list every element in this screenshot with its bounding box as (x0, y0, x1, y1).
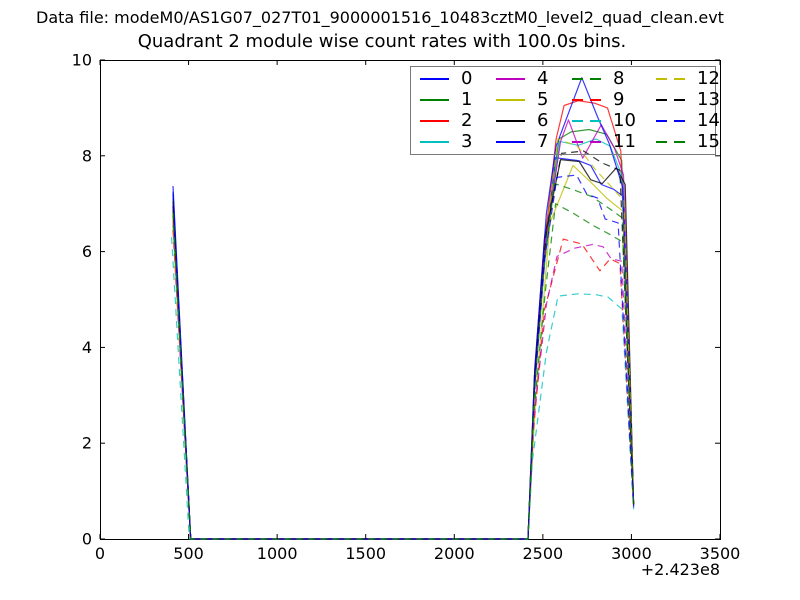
legend-line-sample-icon (496, 99, 525, 102)
legend-line-sample-icon (420, 99, 449, 102)
legend-line-sample-icon (572, 99, 601, 102)
y-tick-label: 6 (82, 242, 92, 261)
y-tick-label: 0 (82, 530, 92, 549)
x-tick-label: 500 (173, 544, 204, 563)
series-line-0 (172, 157, 635, 540)
series-line-10 (171, 237, 635, 540)
legend-entry-14: 14 (656, 111, 720, 132)
legend-label: 2 (461, 109, 473, 131)
legend-line-sample-icon (656, 140, 685, 143)
legend-entry-3: 3 (420, 131, 496, 152)
legend-line-sample-icon (420, 119, 449, 122)
legend-entry-9: 9 (572, 90, 656, 111)
series-line-9 (172, 229, 635, 540)
x-tick-label: 1500 (345, 544, 386, 563)
series-line-4 (172, 119, 635, 540)
series-line-15 (172, 203, 635, 540)
legend-entry-0: 0 (420, 69, 496, 90)
legend-line-sample-icon (420, 78, 449, 81)
legend-entry-8: 8 (572, 69, 656, 90)
legend-entry-2: 2 (420, 111, 496, 132)
legend-entry-15: 15 (656, 131, 720, 152)
legend-line-sample-icon (496, 140, 525, 143)
legend-label: 4 (537, 68, 549, 90)
y-tick-label: 10 (72, 51, 92, 70)
legend: 0 1 2 3 4 5 6 7 8 9 10 11 12 13 14 15 (410, 66, 720, 155)
legend-entry-6: 6 (496, 111, 572, 132)
legend-label: 9 (613, 89, 625, 111)
legend-line-sample-icon (572, 78, 601, 81)
legend-label: 8 (613, 68, 625, 90)
legend-label: 0 (461, 68, 473, 90)
legend-line-sample-icon (656, 99, 685, 102)
legend-label: 6 (537, 109, 549, 131)
y-tick-label: 2 (82, 434, 92, 453)
y-tick-label: 4 (82, 338, 92, 357)
series-line-6 (172, 159, 635, 540)
legend-line-sample-icon (420, 140, 449, 143)
legend-label: 13 (697, 89, 720, 111)
y-tick-label: 8 (82, 146, 92, 165)
legend-label: 3 (461, 130, 473, 152)
x-tick-label: 3500 (700, 544, 741, 563)
series-line-8 (172, 183, 635, 540)
chart-title: Quadrant 2 module wise count rates with … (137, 31, 627, 52)
x-tick-label: 0 (95, 544, 105, 563)
x-tick-label: 1000 (257, 544, 298, 563)
series-line-11 (172, 220, 635, 540)
x-tick-label: 2500 (522, 544, 563, 563)
series-line-12 (172, 138, 635, 540)
x-tick-label: 2000 (434, 544, 475, 563)
series-line-3 (172, 138, 635, 540)
legend-label: 10 (613, 109, 636, 131)
legend-label: 1 (461, 89, 473, 111)
x-tick-label: 3000 (611, 544, 652, 563)
legend-entry-11: 11 (572, 131, 656, 152)
legend-line-sample-icon (656, 119, 685, 122)
data-file-label: Data file: modeM0/AS1G07_027T01_90000015… (36, 8, 724, 27)
legend-label: 5 (537, 89, 549, 111)
legend-entry-12: 12 (656, 69, 720, 90)
legend-label: 14 (697, 109, 720, 131)
legend-label: 7 (537, 130, 549, 152)
legend-line-sample-icon (572, 119, 601, 122)
legend-line-sample-icon (496, 78, 525, 81)
legend-line-sample-icon (656, 78, 685, 81)
series-line-1 (172, 128, 635, 540)
legend-entry-5: 5 (496, 90, 572, 111)
series-line-14 (172, 174, 635, 540)
legend-entry-4: 4 (496, 69, 572, 90)
series-line-2 (172, 100, 635, 540)
legend-label: 12 (697, 68, 720, 90)
legend-line-sample-icon (572, 140, 601, 143)
legend-entry-7: 7 (496, 131, 572, 152)
legend-entry-1: 1 (420, 90, 496, 111)
x-axis-offset-label: +2.423e8 (640, 560, 720, 579)
legend-entry-13: 13 (656, 90, 720, 111)
legend-entry-10: 10 (572, 111, 656, 132)
legend-label: 15 (697, 130, 720, 152)
legend-line-sample-icon (496, 119, 525, 122)
legend-label: 11 (613, 130, 636, 152)
series-line-5 (172, 164, 635, 540)
